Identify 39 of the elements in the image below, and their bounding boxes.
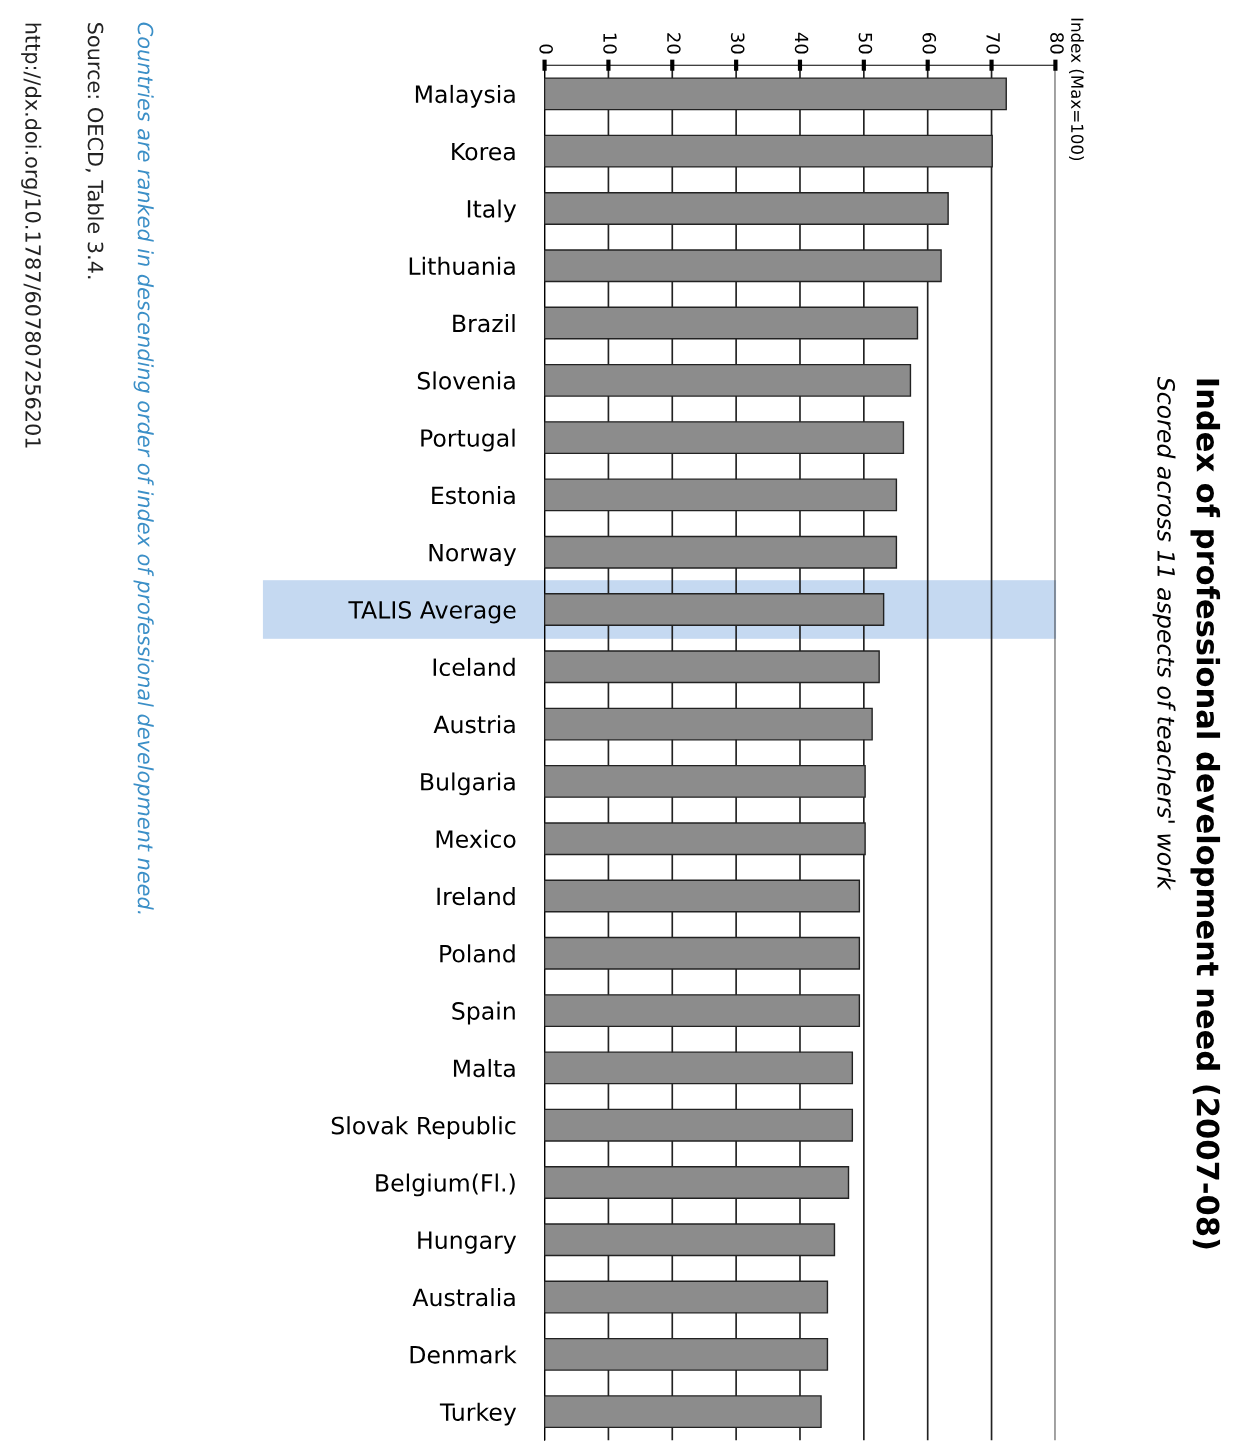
- y-tick-label: Poland: [440, 944, 515, 963]
- x-tick-label: 20: [667, 33, 681, 54]
- y-tick-label: Italy: [467, 199, 517, 223]
- y-tick-label: Hungary: [418, 1231, 517, 1254]
- y-tick-label: Austria: [433, 715, 515, 734]
- text: Scored across 11 aspects of teachers' work: [1152, 376, 1176, 891]
- x-tick-label: 60: [922, 33, 937, 54]
- x-tick-label: 70: [986, 33, 1000, 54]
- x-tick-label: 80: [1050, 33, 1064, 54]
- text: Index (Max=100): [1069, 18, 1084, 161]
- x-tick-label: 30: [730, 33, 745, 54]
- x-tick-label: 50: [858, 33, 873, 54]
- x-tick-label: 0: [539, 44, 553, 54]
- text: Countries are ranked in descending order of index of professional development need.: [133, 22, 154, 914]
- text: Index of professional development need (2007-08): [1190, 379, 1221, 1249]
- y-tick-label: Turkey: [439, 1402, 517, 1426]
- y-tick-label: Slovenia: [417, 371, 515, 390]
- y-tick-label: Norway: [429, 543, 517, 567]
- y-tick-label: Lithuania: [409, 256, 515, 276]
- y-tick-label: Estonia: [432, 485, 515, 505]
- source-note: Source: OECD, Table 3.4.: [85, 23, 104, 279]
- y-tick-label: Mexico: [436, 829, 516, 849]
- y-tick-label: Iceland: [433, 657, 515, 677]
- text: http://dx.doi.org/10.1787/607807256201: [21, 23, 42, 448]
- x-tick-label: 10: [603, 33, 617, 54]
- y-tick-label: Portugal: [421, 428, 515, 452]
- y-tick-label: Brazil: [453, 314, 515, 333]
- y-tick-label: Denmark: [410, 1345, 517, 1364]
- y-tick-label: Bulgaria: [421, 772, 515, 796]
- y-tick-label: Spain: [452, 1001, 515, 1025]
- y-tick-label: Ireland: [437, 887, 515, 906]
- y-tick-label: Malta: [453, 1058, 515, 1078]
- y-tick-label: TALIS Average: [348, 600, 516, 624]
- y-tick-label: Australia: [412, 1288, 515, 1307]
- y-tick-label: Belgium(Fl.): [376, 1173, 515, 1197]
- y-tick-label: Slovak Republic: [331, 1116, 516, 1140]
- y-tick-label: Korea: [452, 142, 515, 161]
- x-tick-label: 40: [794, 32, 809, 54]
- y-tick-label: Malaysia: [415, 84, 515, 108]
